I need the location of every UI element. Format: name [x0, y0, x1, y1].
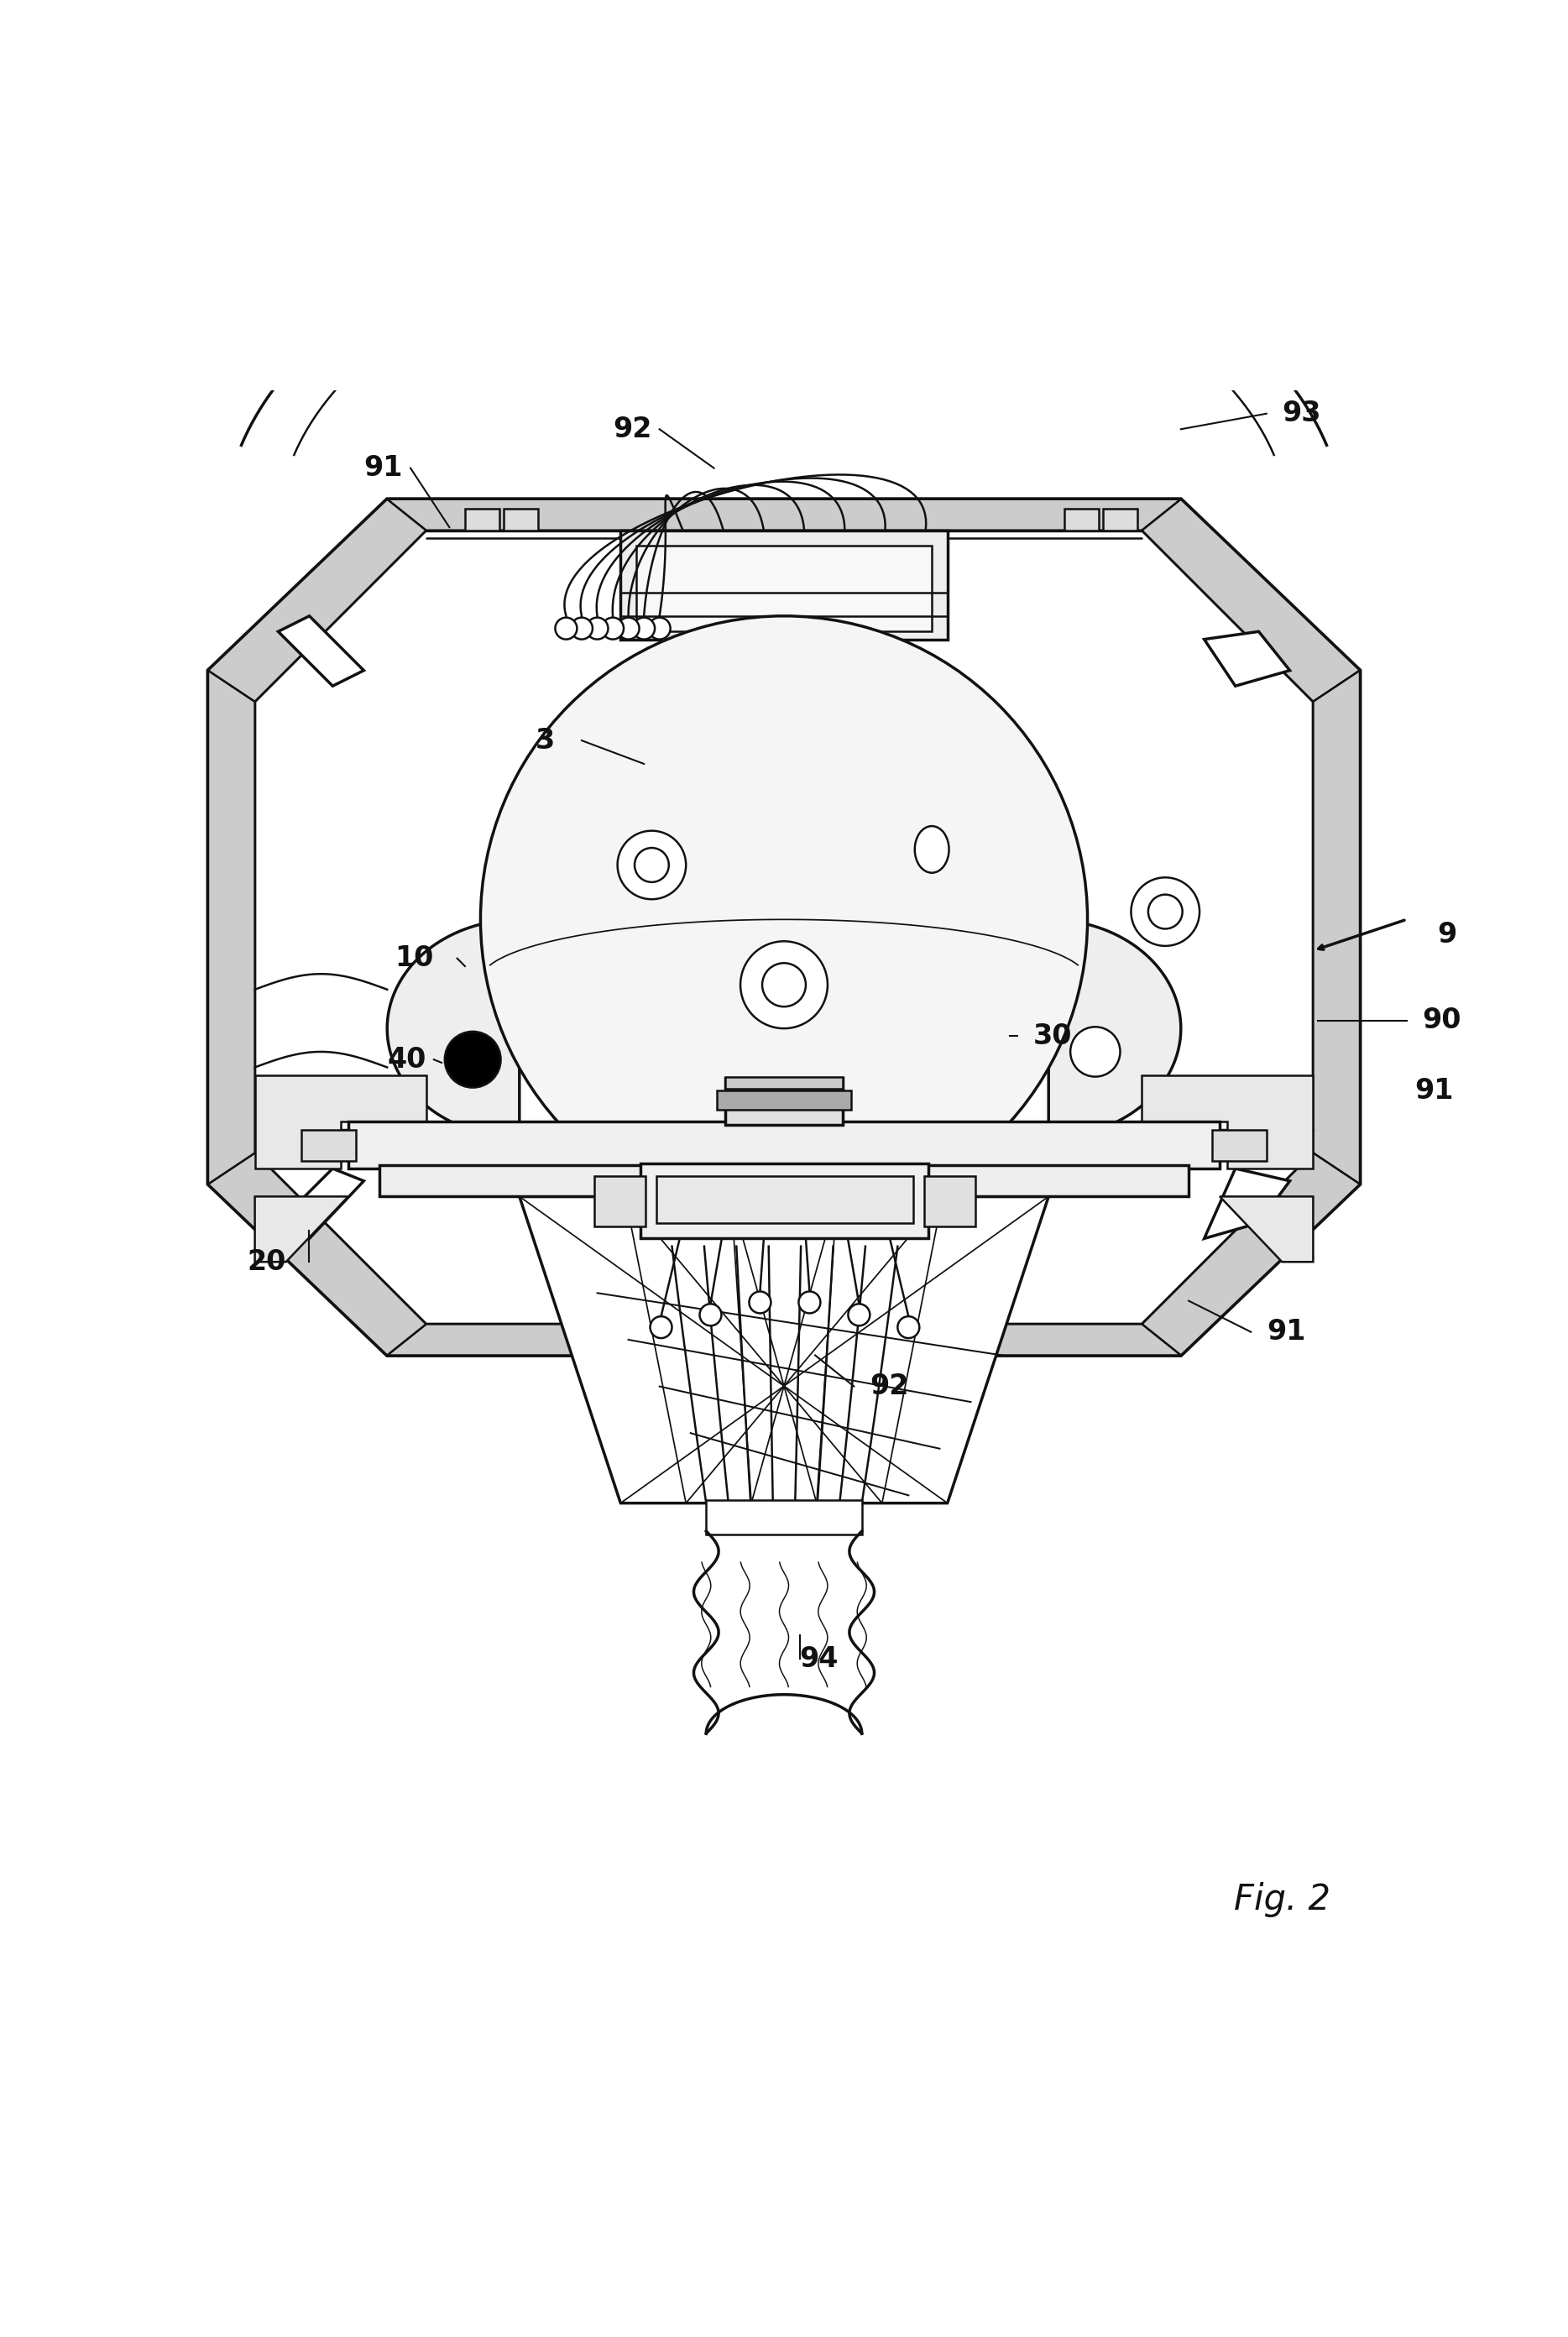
- Circle shape: [848, 1304, 870, 1325]
- Bar: [724, 1077, 844, 1089]
- Circle shape: [635, 848, 670, 881]
- Polygon shape: [387, 500, 1181, 530]
- Text: 93: 93: [1283, 400, 1322, 428]
- Text: 91: 91: [364, 453, 403, 481]
- Circle shape: [649, 617, 671, 640]
- Bar: [301, 1129, 356, 1161]
- Polygon shape: [278, 1168, 364, 1239]
- Bar: [1212, 1129, 1267, 1161]
- Circle shape: [571, 617, 593, 640]
- Polygon shape: [1312, 671, 1359, 1185]
- Polygon shape: [1142, 1152, 1359, 1355]
- Text: 94: 94: [800, 1645, 839, 1673]
- Bar: [717, 1091, 851, 1110]
- Bar: [724, 1077, 844, 1124]
- Circle shape: [699, 1304, 721, 1325]
- Circle shape: [618, 830, 685, 900]
- Text: 30: 30: [1033, 1021, 1073, 1049]
- Bar: [706, 1500, 862, 1535]
- Polygon shape: [256, 1075, 426, 1168]
- Text: 3: 3: [535, 727, 555, 755]
- Polygon shape: [1142, 1075, 1312, 1168]
- Bar: [348, 1122, 1220, 1168]
- Bar: [379, 1166, 1189, 1197]
- Circle shape: [798, 1292, 820, 1313]
- Polygon shape: [1142, 500, 1359, 701]
- Bar: [621, 530, 947, 640]
- Polygon shape: [256, 530, 1312, 1325]
- Polygon shape: [387, 1325, 1181, 1355]
- Circle shape: [586, 617, 608, 640]
- Circle shape: [762, 963, 806, 1007]
- Circle shape: [633, 617, 655, 640]
- Circle shape: [1131, 876, 1200, 946]
- Text: 91: 91: [1414, 1077, 1454, 1105]
- Circle shape: [1148, 895, 1182, 928]
- Polygon shape: [1220, 1197, 1312, 1262]
- Polygon shape: [1204, 631, 1290, 687]
- Bar: [657, 1176, 913, 1222]
- Text: 9: 9: [1438, 921, 1457, 949]
- Bar: [466, 509, 499, 530]
- Polygon shape: [1204, 1168, 1290, 1239]
- Bar: [1102, 509, 1137, 530]
- Bar: [641, 1164, 928, 1239]
- Polygon shape: [278, 617, 364, 687]
- Polygon shape: [256, 1197, 348, 1262]
- Bar: [1065, 509, 1098, 530]
- Circle shape: [750, 1292, 771, 1313]
- Circle shape: [651, 1316, 673, 1339]
- Polygon shape: [1049, 918, 1181, 1138]
- Polygon shape: [387, 918, 519, 1138]
- Text: 20: 20: [248, 1248, 285, 1276]
- Circle shape: [740, 942, 828, 1028]
- Polygon shape: [519, 1197, 1049, 1503]
- Text: 10: 10: [395, 944, 434, 972]
- Text: 40: 40: [387, 1045, 426, 1073]
- Bar: [594, 1176, 646, 1227]
- Circle shape: [897, 1316, 919, 1339]
- Circle shape: [445, 1031, 500, 1087]
- Bar: [503, 509, 538, 530]
- Polygon shape: [209, 500, 1359, 1355]
- Bar: [924, 1176, 975, 1227]
- Circle shape: [602, 617, 624, 640]
- Text: 91: 91: [1267, 1318, 1306, 1346]
- Text: 92: 92: [870, 1372, 908, 1400]
- Circle shape: [480, 617, 1088, 1222]
- Polygon shape: [209, 1152, 426, 1355]
- Text: Fig. 2: Fig. 2: [1234, 1881, 1330, 1919]
- Circle shape: [1071, 1026, 1120, 1077]
- Polygon shape: [209, 671, 256, 1185]
- Text: 90: 90: [1422, 1007, 1461, 1035]
- Bar: [637, 547, 931, 631]
- Circle shape: [618, 617, 640, 640]
- Ellipse shape: [914, 825, 949, 872]
- Polygon shape: [209, 500, 426, 701]
- Text: 92: 92: [613, 416, 652, 444]
- Circle shape: [555, 617, 577, 640]
